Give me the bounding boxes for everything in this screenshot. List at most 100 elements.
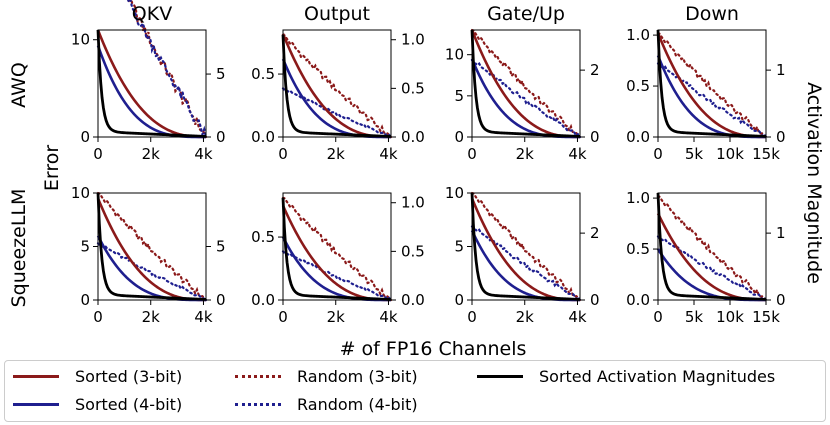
y-left-tick-label-squeezellm-1-1: 5 <box>80 238 90 256</box>
line-sorted-4bit-squeezellm-1 <box>96 235 206 302</box>
line-random-4bit-awq-4 <box>656 62 768 139</box>
x-tick-label-awq-3-2: 4k <box>568 145 587 163</box>
panel-title-awq-1: QKV <box>132 3 172 25</box>
legend-swatch-activation <box>477 375 523 378</box>
line-sorted-4bit-awq-1 <box>96 45 206 139</box>
legend-swatch-random-4bit <box>235 403 281 406</box>
y-left-tick-label-squeezellm-3-2: 10 <box>445 184 464 202</box>
y-right-tick-label-awq-2-2: 1.0 <box>401 31 425 49</box>
y-left-tick-label-squeezellm-3-1: 5 <box>454 238 464 256</box>
x-tick-label-squeezellm-1-2: 4k <box>194 308 213 326</box>
y-right-tick-label-awq-2-1: 0.5 <box>401 79 425 97</box>
x-tick-label-awq-3-0: 0 <box>467 145 477 163</box>
y-left-tick-label-awq-3-0: 0 <box>454 128 464 146</box>
y-right-tick-label-squeezellm-1-1: 5 <box>216 238 226 256</box>
axes-frame-squeezellm-4 <box>657 192 767 301</box>
y-left-tick-label-squeezellm-4-1: 0.5 <box>626 240 650 258</box>
legend: Sorted (3-bit) Random (3-bit) Sorted Act… <box>4 360 826 422</box>
y-left-tick-label-awq-4-2: 1.0 <box>626 26 650 44</box>
legend-item-random-3bit: Random (3-bit) <box>235 367 418 386</box>
line-sorted-4bit-squeezellm-2 <box>281 236 391 302</box>
y-left-tick-label-squeezellm-3-0: 0 <box>454 291 464 309</box>
legend-item-random-4bit: Random (4-bit) <box>235 395 418 414</box>
line-random-4bit-awq-1 <box>127 0 208 139</box>
axes-frame-awq-2 <box>282 29 392 138</box>
x-tick-label-awq-2-0: 0 <box>278 145 288 163</box>
line-random-3bit-squeezellm-2 <box>281 196 393 302</box>
x-tick-label-squeezellm-3-2: 4k <box>568 308 587 326</box>
y-left-tick-label-awq-4-1: 0.5 <box>626 77 650 95</box>
line-random-3bit-awq-3 <box>470 28 582 139</box>
y-left-tick-label-awq-2-1: 0.5 <box>251 65 275 83</box>
line-activation-squeezellm-3 <box>470 192 581 301</box>
x-tick-label-awq-2-2: 4k <box>379 145 398 163</box>
y-right-tick-label-squeezellm-2-0: 0.0 <box>401 291 425 309</box>
line-activation-awq-3 <box>470 29 581 138</box>
legend-item-sorted-4bit: Sorted (4-bit) <box>13 395 182 414</box>
y-left-tick-label-awq-1-0: 0 <box>80 128 90 146</box>
y-left-tick-label-awq-4-0: 0.0 <box>626 128 650 146</box>
y-right-tick-label-squeezellm-3-0: 0 <box>590 291 600 309</box>
y-right-tick-label-awq-4-0: 0 <box>776 128 786 146</box>
line-activation-squeezellm-4 <box>656 192 767 301</box>
line-random-3bit-squeezellm-3 <box>470 191 582 302</box>
y-right-tick-label-awq-3-0: 0 <box>590 128 600 146</box>
y-right-tick-label-squeezellm-4-0: 0 <box>776 291 786 309</box>
y-right-tick-label-squeezellm-2-1: 0.5 <box>401 242 425 260</box>
x-tick-label-squeezellm-1-0: 0 <box>93 308 103 326</box>
x-tick-label-squeezellm-2-2: 4k <box>379 308 398 326</box>
line-activation-awq-2 <box>281 34 392 138</box>
line-random-4bit-squeezellm-4 <box>656 235 768 302</box>
y-left-tick-label-squeezellm-4-0: 0.0 <box>626 291 650 309</box>
y-left-tick-label-squeezellm-2-1: 0.5 <box>251 228 275 246</box>
x-tick-label-awq-1-0: 0 <box>93 145 103 163</box>
panel-squeezellm-4: 0 5k 10k 15k 0.0 0.5 1.0 0 1 <box>626 189 785 326</box>
x-axis-label: # of FP16 Channels <box>340 338 527 360</box>
x-tick-label-squeezellm-3-1: 2k <box>516 308 535 326</box>
axes-frame-awq-4 <box>657 29 767 138</box>
line-activation-awq-4 <box>656 29 767 138</box>
y-right-tick-label-squeezellm-3-1: 2 <box>590 224 600 242</box>
line-random-3bit-awq-4 <box>656 32 768 139</box>
x-tick-label-squeezellm-3-0: 0 <box>467 308 477 326</box>
x-tick-label-squeezellm-4-3: 15k <box>752 308 780 326</box>
x-tick-label-squeezellm-2-0: 0 <box>278 308 288 326</box>
x-tick-label-awq-4-3: 15k <box>752 145 780 163</box>
panel-title-awq-2: Output <box>304 3 370 25</box>
y-left-tick-label-squeezellm-4-2: 1.0 <box>626 189 650 207</box>
panel-awq-4: 0 5k 10k 15k 0.0 0.5 1.0 0 1 Down <box>626 3 785 163</box>
line-activation-awq-1 <box>96 29 207 138</box>
panel-squeezellm-2: 0 2k 4k0.00.50.00.51.0 <box>251 192 425 326</box>
y-right-tick-label-squeezellm-4-1: 1 <box>776 224 786 242</box>
line-activation-squeezellm-1 <box>96 192 207 301</box>
x-tick-label-awq-2-1: 2k <box>327 145 346 163</box>
line-random-3bit-squeezellm-4 <box>656 195 768 302</box>
axes-frame-awq-1 <box>97 29 207 138</box>
panel-title-awq-3: Gate/Up <box>487 3 565 25</box>
y-left-tick-label-squeezellm-1-0: 0 <box>80 291 90 309</box>
legend-item-sorted-3bit: Sorted (3-bit) <box>13 367 182 386</box>
y-left-tick-label-squeezellm-1-2: 10 <box>71 184 90 202</box>
y-left-tick-label-awq-1-1: 10 <box>71 31 90 49</box>
line-random-4bit-awq-2 <box>281 87 393 139</box>
axes-frame-awq-3 <box>471 29 581 138</box>
panel-title-awq-4: Down <box>685 3 739 25</box>
y-right-tick-label-squeezellm-1-0: 0 <box>216 291 226 309</box>
x-tick-label-awq-1-1: 2k <box>142 145 161 163</box>
x-tick-label-squeezellm-1-1: 2k <box>142 308 161 326</box>
legend-label-random-4bit: Random (4-bit) <box>297 395 418 414</box>
legend-swatch-random-3bit <box>235 375 281 378</box>
line-random-4bit-awq-3 <box>470 58 582 139</box>
x-tick-label-squeezellm-2-1: 2k <box>327 308 346 326</box>
legend-item-activation: Sorted Activation Magnitudes <box>477 367 775 386</box>
legend-label-activation: Sorted Activation Magnitudes <box>539 367 776 386</box>
left-axis-label: Error <box>41 145 63 192</box>
x-tick-label-squeezellm-4-0: 0 <box>653 308 663 326</box>
x-tick-label-awq-3-1: 2k <box>516 145 535 163</box>
x-tick-label-squeezellm-4-2: 10k <box>716 308 744 326</box>
